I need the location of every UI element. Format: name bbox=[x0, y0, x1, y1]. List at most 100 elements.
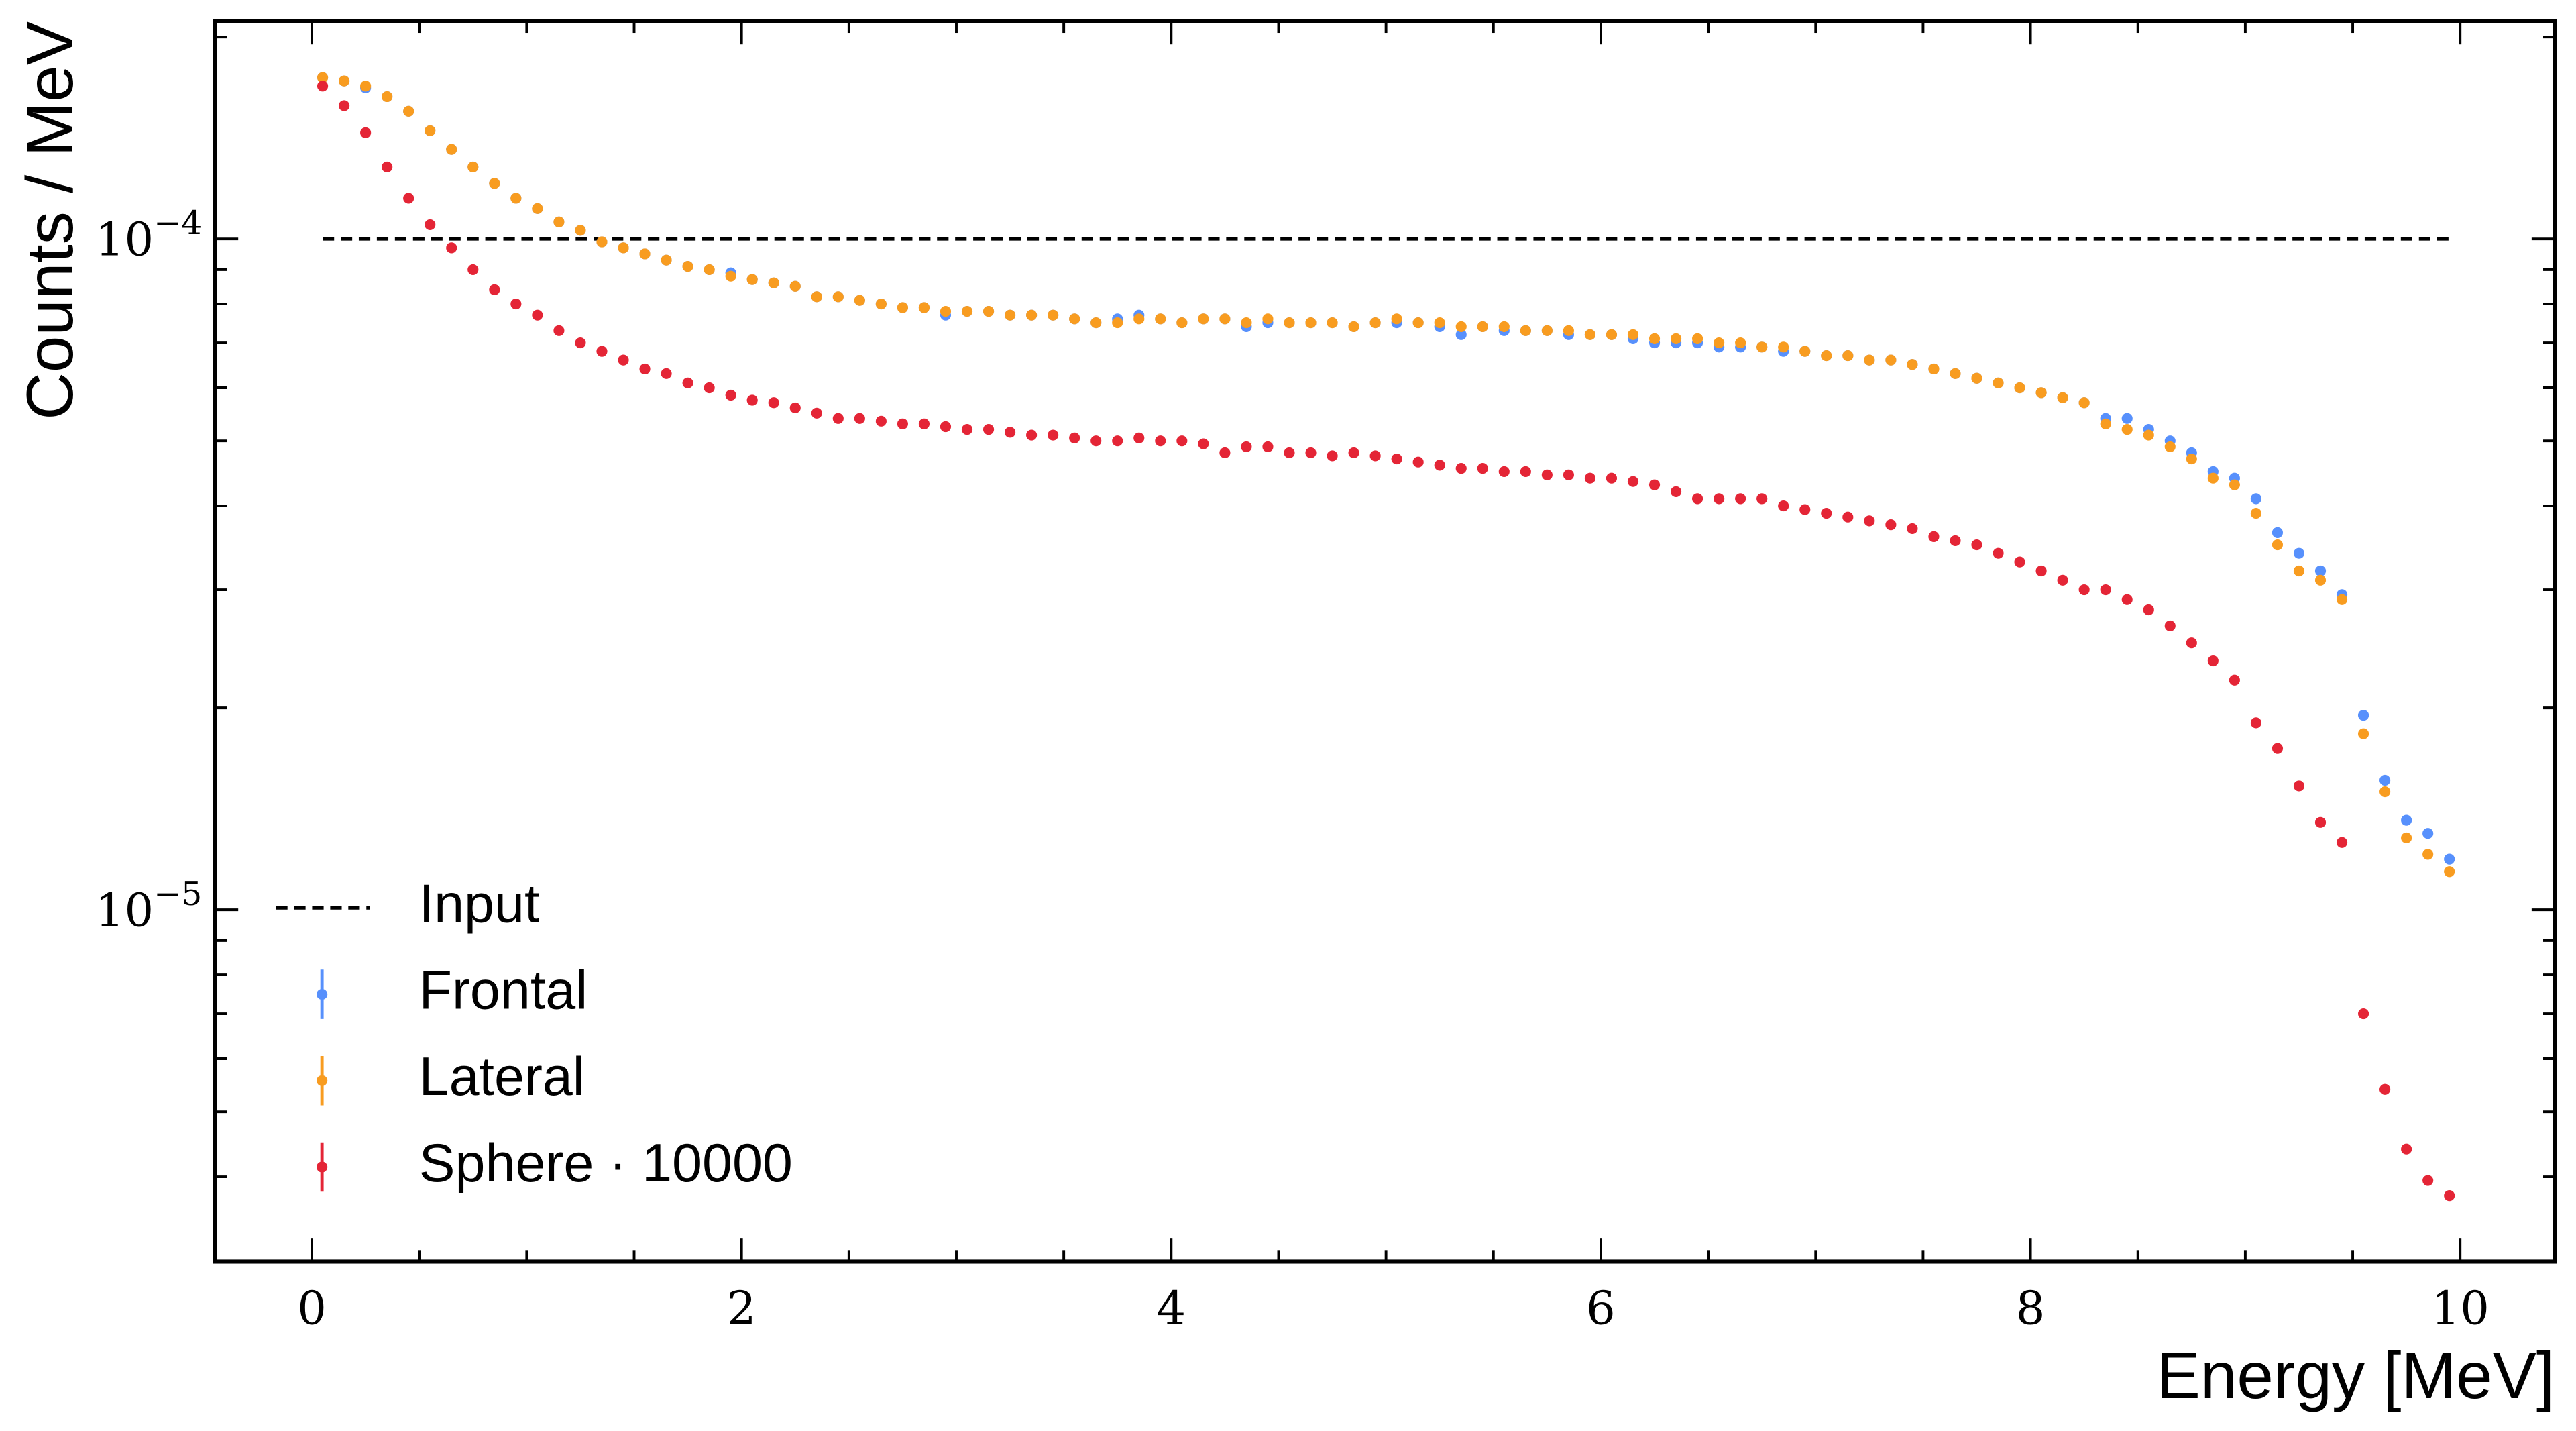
data-point bbox=[510, 193, 522, 204]
y-tick-label: 10−4 bbox=[95, 204, 202, 267]
data-point bbox=[553, 216, 565, 227]
data-point bbox=[2121, 594, 2133, 605]
legend-marker bbox=[317, 1075, 328, 1086]
data-point bbox=[2293, 565, 2305, 577]
data-point bbox=[575, 225, 586, 236]
data-point bbox=[2293, 547, 2305, 559]
data-point bbox=[1284, 317, 1295, 329]
data-point bbox=[532, 203, 543, 214]
data-point bbox=[2121, 424, 2133, 435]
legend-marker bbox=[317, 1161, 328, 1173]
data-point bbox=[425, 125, 436, 136]
data-point bbox=[1048, 429, 1059, 441]
data-point bbox=[1584, 329, 1596, 340]
data-point bbox=[1176, 317, 1188, 329]
data-point bbox=[2314, 816, 2327, 828]
data-point bbox=[854, 413, 865, 424]
data-point bbox=[1004, 427, 1016, 438]
data-point bbox=[2229, 479, 2240, 490]
data-point bbox=[1950, 368, 1961, 379]
data-point bbox=[1434, 460, 1445, 471]
data-point bbox=[811, 407, 822, 419]
data-point bbox=[1928, 531, 1940, 542]
data-point bbox=[1090, 317, 1102, 329]
data-point bbox=[1993, 377, 2004, 388]
data-point bbox=[789, 280, 801, 292]
data-point bbox=[1004, 309, 1016, 321]
data-point bbox=[2164, 620, 2176, 631]
data-point bbox=[489, 178, 500, 189]
data-point bbox=[768, 397, 779, 409]
data-point bbox=[553, 325, 565, 336]
data-point bbox=[467, 264, 479, 276]
data-point bbox=[983, 305, 995, 317]
data-point bbox=[1670, 486, 1682, 497]
data-point bbox=[2057, 574, 2068, 586]
data-point bbox=[639, 248, 651, 260]
data-point bbox=[1412, 317, 1424, 329]
data-point bbox=[2250, 717, 2261, 729]
data-point bbox=[2078, 584, 2090, 596]
data-point bbox=[2121, 413, 2133, 424]
data-point bbox=[1198, 313, 1209, 325]
data-point bbox=[1348, 321, 1359, 333]
data-point bbox=[1648, 479, 1661, 490]
data-point bbox=[1026, 429, 1038, 441]
data-point bbox=[2207, 655, 2219, 667]
data-point bbox=[2379, 786, 2391, 798]
x-tick-label: 4 bbox=[1156, 1282, 1186, 1336]
data-point bbox=[2186, 453, 2197, 465]
data-point bbox=[467, 161, 479, 173]
data-point bbox=[918, 418, 930, 429]
data-point bbox=[854, 295, 865, 306]
data-point bbox=[832, 291, 844, 303]
data-point bbox=[768, 277, 779, 288]
data-point bbox=[661, 368, 672, 379]
data-point bbox=[1112, 435, 1123, 447]
data-point bbox=[446, 242, 457, 254]
data-point bbox=[1885, 354, 1897, 366]
data-point bbox=[1455, 329, 1467, 340]
data-point bbox=[1842, 350, 1854, 362]
data-point bbox=[1305, 447, 1317, 459]
data-point bbox=[2401, 832, 2412, 844]
data-point bbox=[1541, 469, 1553, 480]
data-point bbox=[897, 418, 908, 429]
data-point bbox=[1885, 519, 1897, 531]
data-point bbox=[1648, 333, 1661, 344]
data-point bbox=[403, 193, 414, 204]
data-point bbox=[1391, 453, 1402, 465]
data-point bbox=[1821, 507, 1832, 519]
data-point bbox=[1670, 333, 1682, 344]
data-point bbox=[618, 242, 629, 254]
data-point bbox=[661, 254, 672, 266]
data-point bbox=[2422, 828, 2434, 839]
data-point bbox=[2444, 1190, 2455, 1202]
data-point bbox=[961, 305, 973, 317]
data-point bbox=[1262, 441, 1274, 453]
data-point bbox=[1842, 511, 1854, 523]
data-point bbox=[1864, 354, 1875, 366]
data-point bbox=[1026, 309, 1038, 321]
data-point bbox=[1971, 372, 1982, 384]
data-point bbox=[1284, 447, 1295, 459]
data-point bbox=[1735, 337, 1746, 349]
data-point bbox=[532, 309, 543, 321]
data-point bbox=[2379, 1083, 2391, 1095]
data-point bbox=[2272, 539, 2284, 551]
data-point bbox=[1864, 515, 1875, 527]
data-point bbox=[1692, 333, 1703, 344]
data-point bbox=[1541, 325, 1553, 336]
data-point bbox=[382, 91, 393, 103]
data-point bbox=[1799, 346, 1811, 357]
x-tick-label: 8 bbox=[2016, 1282, 2046, 1336]
data-point bbox=[2379, 774, 2391, 786]
data-point bbox=[2035, 565, 2047, 577]
y-tick-label: 10−5 bbox=[95, 875, 202, 938]
data-point bbox=[2164, 441, 2176, 453]
data-point bbox=[1327, 317, 1338, 329]
data-point bbox=[1412, 456, 1424, 468]
data-point bbox=[811, 291, 822, 303]
